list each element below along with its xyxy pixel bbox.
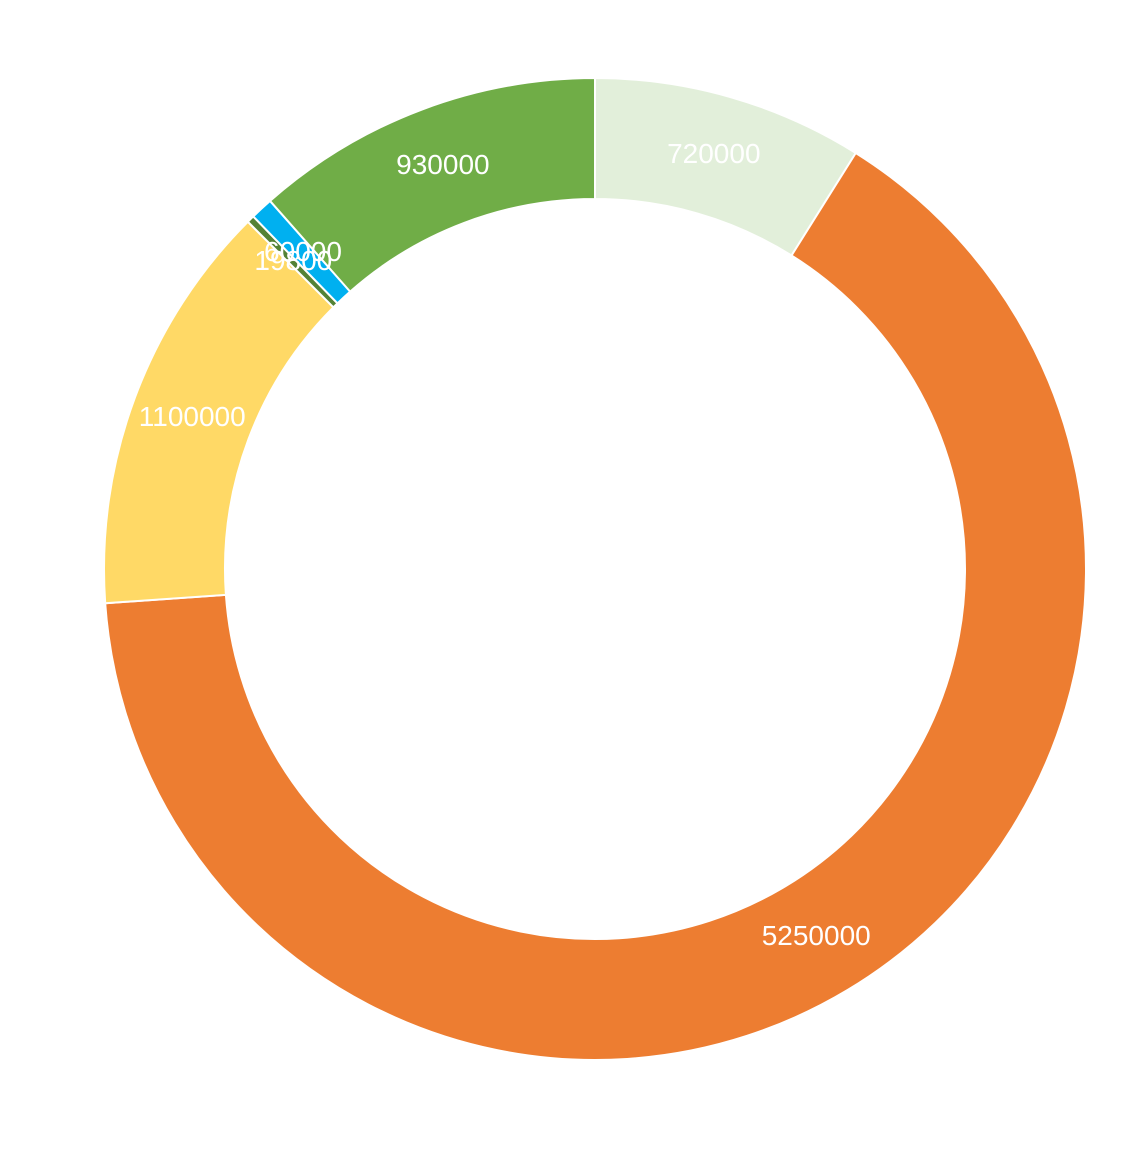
data-label: 19800 (254, 245, 332, 276)
data-label: 720000 (667, 138, 760, 169)
data-label: 5250000 (762, 920, 871, 951)
data-label: 930000 (396, 149, 489, 180)
data-label: 60000 (264, 236, 342, 267)
donut-segment (268, 76, 596, 294)
donut-segment (104, 151, 1087, 1061)
data-label: 1100000 (139, 401, 246, 432)
